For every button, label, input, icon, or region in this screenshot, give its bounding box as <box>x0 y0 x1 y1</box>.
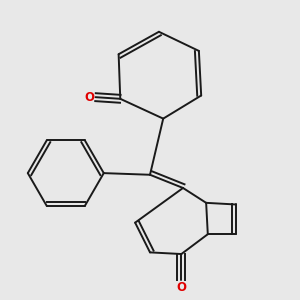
Text: O: O <box>176 281 186 294</box>
Text: O: O <box>84 91 94 104</box>
